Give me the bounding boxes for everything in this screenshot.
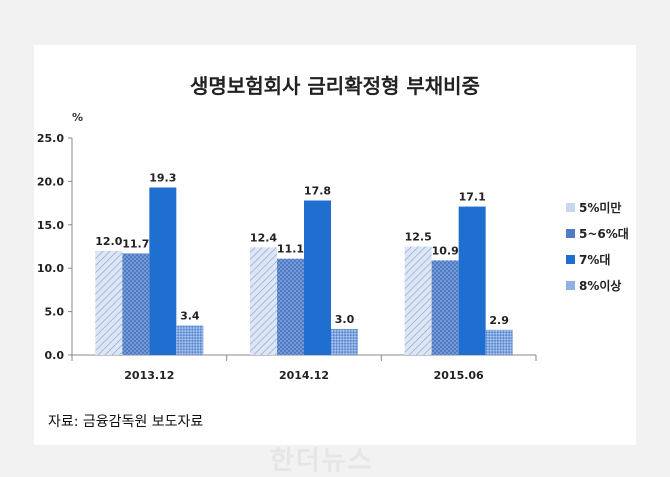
legend-item: 8%이상: [566, 272, 629, 298]
bar-3: [458, 206, 486, 355]
data-label: 17.1: [459, 191, 486, 204]
y-unit-label: %: [72, 111, 84, 124]
data-label: 12.0: [95, 235, 122, 248]
legend-label: 5%미만: [579, 200, 622, 215]
legend-swatch: [566, 254, 575, 264]
bar-3: [304, 200, 331, 355]
bar-3: [149, 187, 177, 355]
data-label: 19.3: [149, 171, 176, 184]
y-tick-label: 20.0: [37, 175, 64, 188]
data-label: 10.9: [432, 244, 459, 257]
y-tick-label: 10.0: [37, 262, 64, 275]
x-tick-label: 2015.06: [434, 369, 484, 382]
y-tick-label: 25.0: [37, 132, 64, 145]
bar-1: [250, 247, 277, 355]
legend-swatch: [566, 202, 575, 212]
x-tick-label: 2014.12: [279, 369, 329, 382]
legend-item: 7%대: [566, 246, 629, 272]
bar-4: [485, 329, 513, 355]
watermark: 한더뉴스: [270, 446, 374, 476]
chart-title: 생명보험회사 금리확정형 부채비중: [190, 74, 480, 98]
legend-swatch: [566, 228, 575, 238]
bar-1: [95, 250, 123, 355]
legend-item: 5~6%대: [566, 220, 629, 246]
data-label: 12.4: [250, 231, 277, 244]
bar-2: [431, 260, 459, 355]
y-tick-label: 15.0: [37, 219, 64, 232]
data-label: 3.0: [335, 313, 355, 326]
bar-4: [176, 325, 204, 355]
y-tick-label: 5.0: [45, 306, 65, 319]
bar-1: [404, 246, 432, 355]
legend-item: 5%미만: [566, 194, 629, 220]
legend: 5%미만 5~6%대 7%대 8%이상: [566, 194, 629, 298]
legend-label: 7%대: [579, 252, 611, 267]
legend-label: 5~6%대: [579, 226, 629, 241]
data-label: 3.4: [180, 309, 200, 322]
data-label: 11.7: [122, 237, 149, 250]
bar-2: [277, 258, 304, 355]
data-label: 11.1: [277, 243, 304, 256]
source-note: 자료: 금융감독원 보도자료: [48, 414, 204, 430]
data-label: 2.9: [489, 314, 509, 327]
bar-2: [122, 253, 150, 355]
x-tick-label: 2013.12: [124, 369, 174, 382]
data-label: 17.8: [304, 184, 331, 197]
legend-label: 8%이상: [579, 278, 622, 293]
y-tick-label: 0.0: [45, 349, 65, 362]
legend-swatch: [566, 280, 575, 290]
chart-card: [34, 45, 636, 445]
bar-4: [331, 328, 358, 355]
data-label: 12.5: [405, 231, 432, 244]
